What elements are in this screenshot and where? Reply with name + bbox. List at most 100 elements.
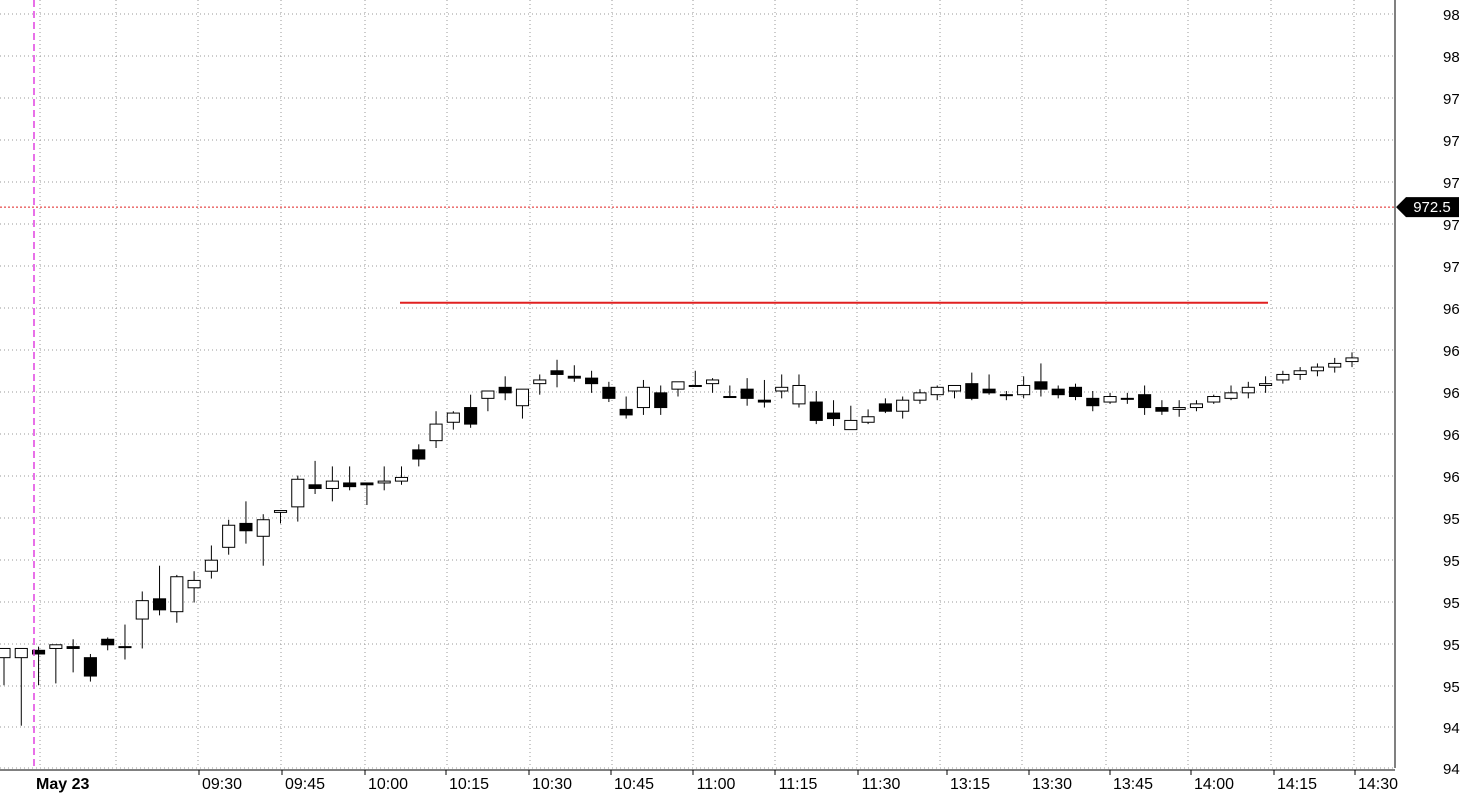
candle-body: [1224, 392, 1238, 399]
candle: [308, 460, 322, 494]
candle-body: [1172, 407, 1186, 410]
candle: [1155, 400, 1169, 415]
candle: [0, 647, 11, 686]
candle-body: [49, 644, 63, 649]
candle-body: [792, 384, 806, 405]
candle-body: [861, 416, 875, 423]
candle: [844, 405, 858, 431]
candle-body: [1276, 373, 1290, 381]
candle: [1241, 381, 1255, 399]
candle-body: [947, 384, 962, 392]
candle: [464, 394, 478, 428]
candle-body: [723, 396, 737, 399]
candle-body: [602, 386, 616, 399]
y-tick-label: 97: [1443, 133, 1460, 150]
candle-body: [32, 649, 46, 655]
candle: [204, 545, 218, 579]
candle: [982, 374, 996, 395]
candle-body: [671, 381, 685, 390]
candle-body: [567, 375, 581, 379]
candle: [947, 384, 962, 399]
x-tick-label: 11:30: [862, 776, 901, 793]
candle-body: [533, 379, 547, 385]
date-label: May 23: [36, 776, 89, 793]
candle-body: [1328, 362, 1342, 368]
last-price-label: 972.5: [1413, 199, 1451, 216]
candle: [1293, 367, 1307, 380]
y-tick-label: 96: [1443, 427, 1460, 444]
candle-body: [394, 476, 409, 482]
candle-body: [464, 407, 478, 425]
x-tick-label: 10:30: [532, 776, 572, 793]
candle-body: [1138, 394, 1152, 409]
candle: [239, 501, 253, 544]
candle: [706, 378, 720, 393]
y-tick-label: 95: [1443, 511, 1460, 528]
candle-body: [1241, 386, 1255, 394]
y-tick-label: 96: [1443, 385, 1460, 402]
candle-body: [152, 598, 167, 611]
candle: [1138, 385, 1152, 415]
candle-body: [999, 394, 1013, 397]
candle: [83, 653, 97, 682]
x-tick-label: 14:15: [1277, 776, 1317, 793]
candle: [1345, 352, 1359, 368]
candle: [481, 390, 495, 412]
candle: [533, 374, 547, 395]
candle: [809, 391, 823, 425]
candle-body: [170, 576, 184, 613]
candle-body: [446, 412, 460, 423]
candle-body: [135, 600, 149, 620]
candle-body: [412, 449, 426, 460]
candle-body: [325, 480, 339, 489]
candle-body: [1034, 381, 1048, 390]
candle: [861, 409, 875, 425]
candle-body: [273, 510, 288, 513]
candle-body: [982, 388, 996, 394]
candle: [792, 374, 806, 408]
candle-body: [515, 388, 530, 407]
candle: [187, 571, 201, 603]
candle-body: [377, 480, 391, 484]
x-tick-label: 13:15: [950, 776, 990, 793]
candle: [965, 372, 979, 401]
candle-body: [826, 412, 841, 420]
y-tick-label: 97: [1443, 259, 1460, 276]
candle: [170, 574, 184, 623]
candle-body: [619, 408, 633, 416]
x-tick-label: 10:00: [368, 776, 408, 793]
y-tick-label: 94: [1443, 761, 1460, 778]
candle-body: [550, 370, 564, 375]
candle: [360, 482, 374, 506]
x-tick-label: 11:00: [697, 776, 736, 793]
y-tick-label: 94: [1443, 720, 1460, 737]
candle-body: [343, 482, 357, 488]
candle: [1276, 370, 1290, 384]
candle: [602, 381, 616, 403]
candle-body: [256, 519, 270, 537]
candle: [515, 388, 530, 419]
y-tick-label: 97: [1443, 217, 1460, 234]
x-tick-label: 10:45: [614, 776, 654, 793]
candle: [1172, 400, 1186, 417]
candle: [826, 400, 841, 426]
y-tick-label: 96: [1443, 343, 1460, 360]
candle-body: [0, 647, 11, 659]
candle-body: [1051, 388, 1065, 396]
candle: [688, 370, 702, 387]
candle: [999, 391, 1013, 401]
candle-body: [360, 482, 374, 486]
candle-body: [1259, 383, 1273, 386]
candle: [101, 637, 115, 651]
candle: [325, 466, 339, 502]
candle: [273, 510, 288, 524]
y-tick-label: 97: [1443, 175, 1460, 192]
last-price-tag-shape: [1396, 197, 1459, 218]
x-tick-label: 13:30: [1032, 776, 1072, 793]
candle: [1086, 391, 1100, 412]
candle-body: [1068, 386, 1083, 398]
candle: [930, 385, 944, 401]
y-tick-label: 98: [1443, 49, 1460, 66]
candle: [1120, 392, 1134, 404]
candle-body: [1189, 403, 1204, 409]
